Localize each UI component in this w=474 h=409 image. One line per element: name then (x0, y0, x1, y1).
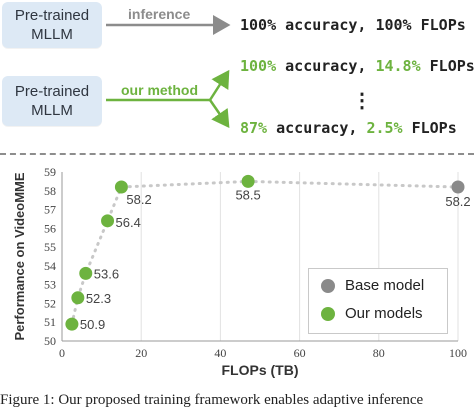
data-label: 52.3 (86, 291, 111, 306)
reduced-accuracy-text: accuracy, (267, 119, 367, 137)
figure-caption: Figure 1: Our proposed training framewor… (0, 392, 424, 408)
pretrained-mllm-box-bottom: Pre-trained MLLM (2, 76, 102, 126)
y-tick-label: 50 (44, 334, 56, 348)
data-label: 53.6 (94, 266, 119, 281)
our-model-point (241, 174, 255, 188)
our-model-point (71, 291, 85, 305)
full-accuracy-value: 100% (240, 57, 277, 75)
full-flops-value: 14.8% (375, 57, 421, 75)
data-label: 50.9 (80, 317, 105, 332)
y-axis-title: Performance on VideoMME (12, 172, 27, 340)
y-tick-label: 58 (44, 184, 56, 198)
full-accuracy-text: accuracy, (276, 57, 376, 75)
pretrained-mllm-box-top: Pre-trained MLLM (2, 2, 102, 48)
reduced-result-line: 87% accuracy, 2.5% FLOPs (240, 119, 457, 137)
y-tick-label: 57 (44, 203, 56, 217)
our-model-point (114, 180, 128, 194)
legend-base-dot (321, 278, 335, 293)
our-model-point (101, 214, 115, 228)
x-tick-label: 80 (373, 346, 385, 360)
x-tick-label: 60 (294, 346, 306, 360)
lower-branch-arrow (208, 99, 230, 129)
data-label: 58.2 (126, 192, 151, 207)
legend-base-label: Base model (345, 277, 425, 294)
inference-label: inference (128, 6, 191, 22)
data-label: 56.4 (116, 215, 141, 230)
legend-item-base: Base model (321, 277, 424, 294)
legend-item-ours: Our models (321, 305, 423, 322)
y-tick-label: 59 (44, 165, 56, 179)
our-method-label: our method (121, 82, 198, 98)
reduced-accuracy-value: 87% (240, 119, 268, 137)
our-model-point (79, 266, 93, 280)
baseline-result-line: 100% accuracy, 100% FLOPs (240, 16, 466, 34)
base-model-point (451, 180, 465, 194)
reduced-flops-text: FLOPs (402, 119, 457, 137)
full-result-line: 100% accuracy, 14.8% FLOPs (240, 57, 474, 75)
our-model-point (65, 317, 79, 331)
y-tick-label: 54 (44, 259, 56, 273)
y-tick-label: 51 (44, 315, 56, 329)
x-tick-label: 0 (59, 346, 65, 360)
ellipsis: ⋮ (352, 90, 372, 112)
x-tick-label: 20 (135, 346, 147, 360)
x-axis-title: FLOPs (TB) (222, 362, 299, 378)
y-tick-label: 55 (44, 240, 56, 254)
y-tick-label: 56 (44, 221, 56, 235)
legend-ours-dot (321, 306, 335, 321)
data-label: 58.2 (445, 194, 470, 209)
reduced-flops-value: 2.5% (366, 119, 403, 137)
x-tick-label: 100 (449, 346, 467, 360)
x-tick-label: 40 (214, 346, 226, 360)
y-tick-label: 52 (44, 296, 56, 310)
section-divider (0, 153, 474, 155)
full-flops-text: FLOPs (420, 57, 474, 75)
data-label: 58.5 (235, 187, 260, 202)
chart-legend: Base model Our models (308, 268, 448, 334)
legend-ours-label: Our models (345, 305, 423, 322)
y-tick-label: 53 (44, 278, 56, 292)
upper-branch-arrow (208, 69, 230, 101)
